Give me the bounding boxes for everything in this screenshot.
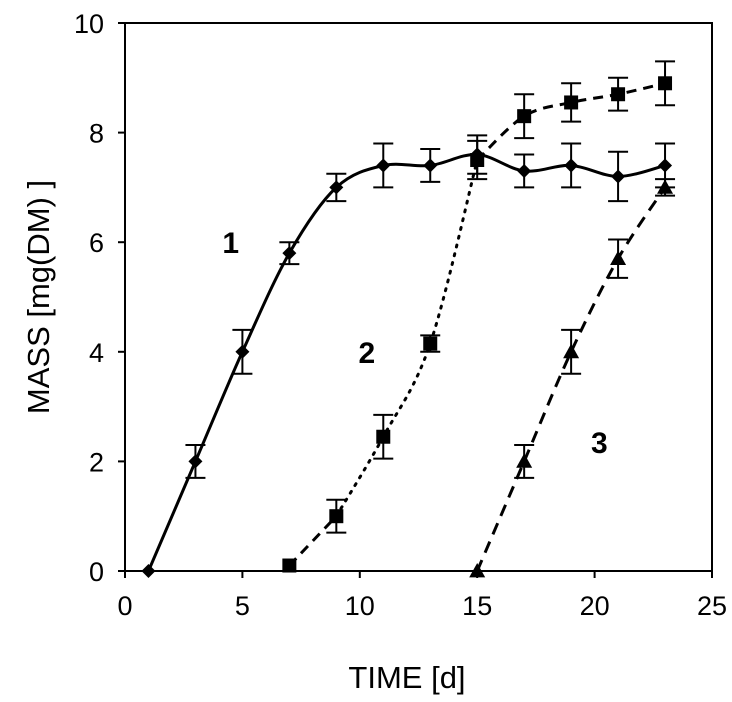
error-bars — [185, 60, 676, 534]
y-tick-label: 4 — [89, 338, 104, 368]
plot-frame — [124, 22, 713, 572]
series-2-line — [334, 158, 479, 518]
x-tick-label: 25 — [697, 591, 727, 621]
series-lines — [147, 81, 667, 572]
series-2-line — [476, 81, 666, 162]
triangle-marker — [610, 250, 627, 266]
x-tick-label: 0 — [117, 591, 132, 621]
square-marker — [517, 109, 532, 124]
x-tick-label: 5 — [235, 591, 250, 621]
y-tick-label: 8 — [89, 119, 104, 149]
square-marker — [611, 87, 626, 102]
y-tick-label: 2 — [89, 447, 104, 477]
diamond-marker — [423, 158, 438, 173]
diamond-marker — [564, 158, 579, 173]
axes — [118, 22, 713, 578]
square-marker — [423, 336, 438, 351]
diamond-marker — [188, 454, 203, 469]
triangle-marker — [516, 453, 533, 468]
series-3-line — [475, 186, 667, 572]
series-annotation: 2 — [359, 337, 376, 370]
y-tick-label: 0 — [89, 557, 104, 587]
diamond-marker — [235, 344, 250, 359]
diamond-marker — [611, 169, 626, 184]
diamond-marker — [658, 158, 673, 173]
series-annotation: 3 — [591, 427, 608, 460]
diamond-marker — [376, 158, 391, 173]
labels: TIME [d] MASS [mg(DM) ] 0 5 10 15 20 25 0 2 4 6 8 1… — [21, 9, 727, 695]
series-2-line — [288, 515, 338, 567]
diamond-marker — [282, 246, 297, 261]
x-tick-label: 20 — [580, 591, 610, 621]
square-marker — [470, 153, 485, 167]
triangle-marker — [657, 179, 674, 194]
data-markers — [141, 76, 674, 578]
square-marker — [658, 76, 673, 91]
diamond-marker — [141, 564, 156, 578]
triangle-marker — [469, 563, 486, 578]
x-axis-title: TIME [d] — [348, 660, 465, 695]
square-marker — [329, 509, 344, 524]
square-marker — [564, 95, 579, 110]
square-marker — [282, 558, 297, 573]
series-annotation: 1 — [222, 227, 239, 260]
diamond-marker — [517, 163, 532, 178]
diamond-marker — [329, 180, 344, 195]
x-tick-label: 15 — [462, 591, 492, 621]
series-1-line — [147, 153, 666, 572]
x-tick-label: 10 — [345, 591, 375, 621]
y-axis-title: MASS [mg(DM) ] — [21, 180, 56, 414]
triangle-marker — [563, 343, 580, 359]
square-marker — [376, 429, 391, 444]
y-tick-label: 10 — [74, 9, 104, 39]
y-tick-label: 6 — [89, 228, 104, 258]
